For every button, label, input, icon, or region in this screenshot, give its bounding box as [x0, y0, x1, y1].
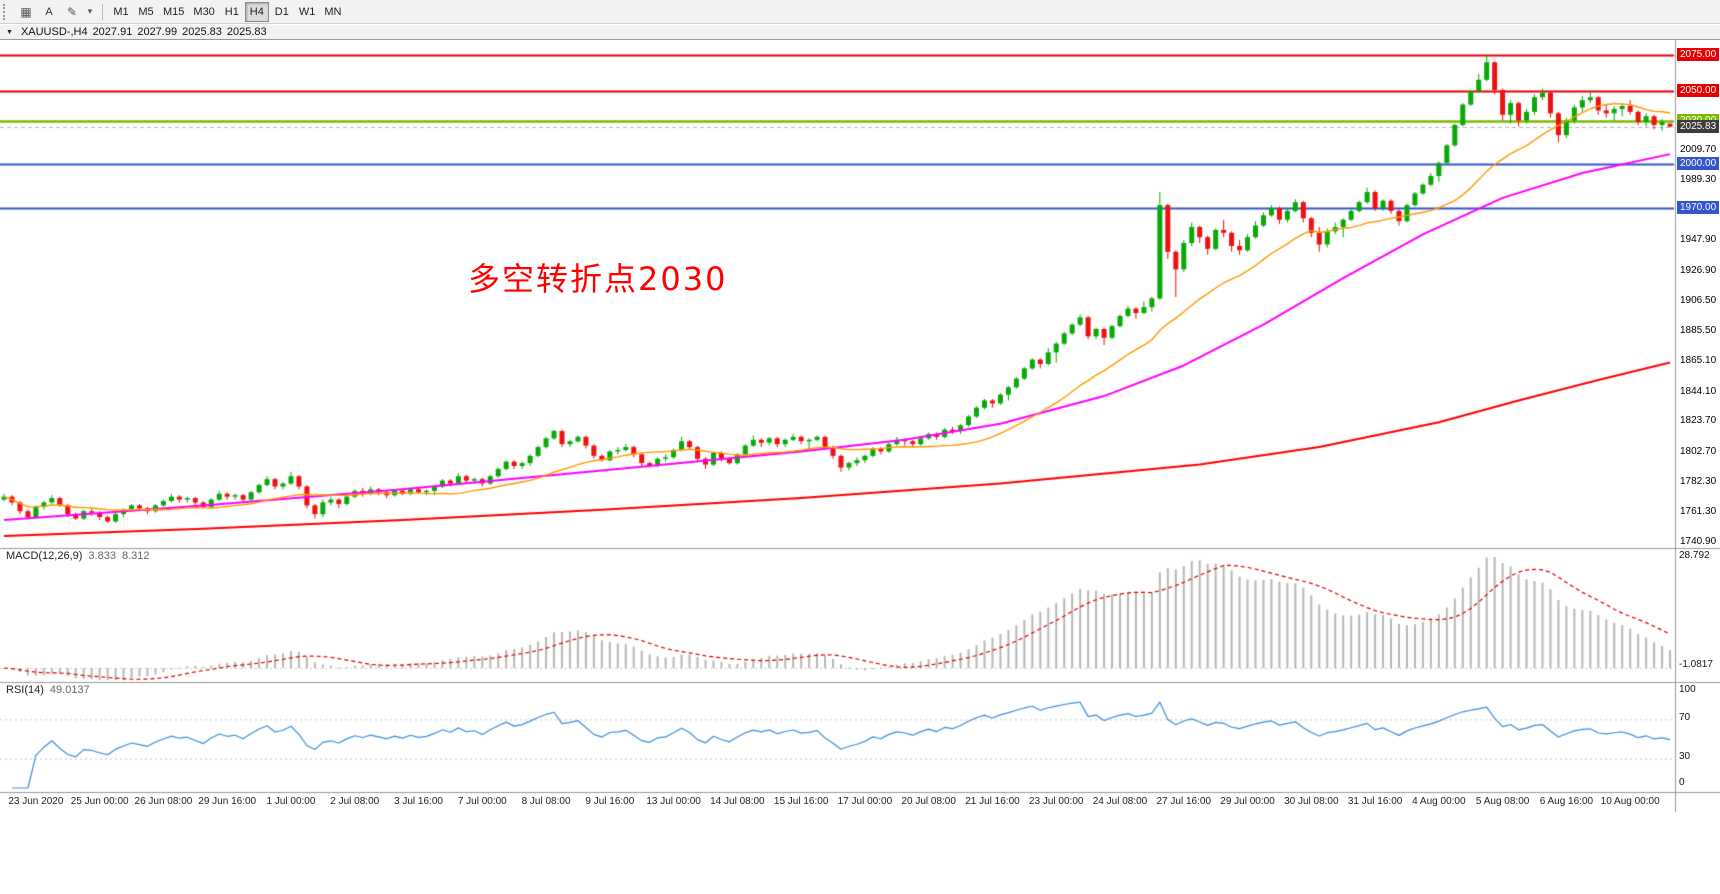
toolbar-grip[interactable] — [3, 3, 10, 20]
timeframe-m15-button[interactable]: M15 — [159, 2, 188, 22]
price-axis-label: 1740.90 — [1680, 535, 1717, 547]
price-axis-label: 1802.70 — [1680, 445, 1717, 457]
timeframe-h4-button[interactable]: H4 — [244, 1, 269, 22]
rsi-level-0: 0 — [1679, 777, 1685, 788]
ohlc-low: 2025.83 — [182, 26, 222, 38]
macd-label: MACD(12,26,9) — [6, 550, 83, 562]
toolbar-separator — [102, 3, 103, 20]
time-axis-label: 30 Jul 08:00 — [1284, 796, 1339, 807]
time-axis-label: 1 Jul 00:00 — [266, 796, 316, 807]
macd-scale-bottom: -1.0817 — [1679, 659, 1713, 670]
macd-value-main: 3.833 — [88, 550, 116, 562]
price-axis-label: 2050.00 — [1677, 84, 1720, 98]
timeframe-h1-button[interactable]: H1 — [220, 2, 244, 22]
ohlc-close: 2025.83 — [226, 26, 267, 38]
time-axis-label: 9 Jul 16:00 — [585, 796, 635, 807]
dropdown-arrow-icon[interactable]: ▾ — [84, 2, 96, 22]
price-axis-label: 2000.00 — [1677, 157, 1720, 171]
time-axis-label: 10 Aug 00:00 — [1600, 796, 1660, 807]
rsi-level-70: 70 — [1679, 712, 1691, 723]
time-axis-label: 20 Jul 08:00 — [901, 796, 956, 807]
draw-tool-button[interactable]: ✎ — [61, 2, 83, 22]
time-axis-label: 7 Jul 00:00 — [457, 796, 507, 807]
time-axis-label: 26 Jun 08:00 — [134, 796, 193, 807]
time-axis-label: 25 Jun 00:00 — [70, 796, 129, 807]
rsi-label: RSI(14) — [6, 684, 44, 696]
time-axis-label: 24 Jul 08:00 — [1092, 796, 1148, 807]
price-axis-label: 1844.10 — [1680, 385, 1717, 397]
ohlc-open: 2027.91 — [92, 26, 133, 38]
price-axis-label: 1885.50 — [1680, 325, 1717, 337]
time-axis-label: 8 Jul 08:00 — [521, 796, 571, 807]
price-axis-label: 1782.30 — [1680, 475, 1717, 487]
price-axis-label: 2075.00 — [1677, 48, 1720, 61]
chart-text-annotation[interactable]: 多空转折点2030 — [468, 260, 728, 298]
time-axis-label: 29 Jun 16:00 — [198, 796, 257, 807]
time-axis-label: 17 Jul 00:00 — [837, 796, 893, 807]
macd-value-signal: 8.312 — [121, 550, 150, 562]
time-axis-label: 14 Jul 08:00 — [710, 796, 765, 807]
price-axis-label: 1865.10 — [1680, 354, 1717, 366]
time-axis-label: 4 Aug 00:00 — [1412, 796, 1466, 807]
timeframe-mn-button[interactable]: MN — [320, 2, 345, 22]
timeframe-m30-button[interactable]: M30 — [189, 2, 218, 22]
time-axis-label: 15 Jul 16:00 — [773, 796, 829, 807]
price-axis-label: 1906.50 — [1680, 294, 1717, 306]
timeframe-w1-button[interactable]: W1 — [295, 2, 320, 22]
timeframe-d1-button[interactable]: D1 — [270, 2, 294, 22]
timeframe-m1-button[interactable]: M1 — [109, 2, 133, 22]
ohlc-high: 2027.99 — [137, 26, 178, 38]
time-axis-label: 5 Aug 08:00 — [1475, 796, 1530, 807]
chart-header-bar: ▼ XAUUSD-,H4 2027.91 2027.99 2025.83 202… — [0, 25, 1720, 40]
price-axis-label: 1926.90 — [1680, 264, 1717, 276]
price-axis-label: 1823.70 — [1680, 415, 1717, 427]
time-axis-label: 13 Jul 00:00 — [646, 796, 701, 807]
macd-scale-top: 28.792 — [1679, 550, 1710, 561]
time-axis-label: 23 Jun 2020 — [8, 796, 64, 807]
price-axis-label: 1989.30 — [1680, 173, 1717, 185]
chart-collapse-icon[interactable]: ▼ — [6, 28, 13, 36]
time-axis-label: 27 Jul 16:00 — [1156, 796, 1212, 807]
rsi-header: RSI(14) 49.0137 — [6, 684, 90, 696]
time-axis-label: 6 Aug 16:00 — [1539, 796, 1594, 807]
rsi-level-100: 100 — [1679, 684, 1696, 695]
timeframe-buttons: M1 M5 M15 M30 H1 H4 D1 W1 MN — [109, 1, 345, 22]
text-tool-button[interactable]: A — [38, 2, 60, 22]
rsi-level-30: 30 — [1679, 751, 1691, 762]
toolbar: ▦ A ✎ ▾ M1 M5 M15 M30 H1 H4 D1 W1 MN — [0, 0, 1720, 24]
rsi-value: 49.0137 — [49, 684, 90, 696]
price-axis-label: 1947.90 — [1680, 234, 1717, 246]
time-axis-label: 21 Jul 16:00 — [965, 796, 1020, 807]
price-axis-label: 1761.30 — [1680, 506, 1717, 518]
charts-window-button[interactable]: ▦ — [15, 2, 37, 22]
time-axis-label: 2 Jul 08:00 — [330, 796, 380, 807]
time-axis-label: 29 Jul 00:00 — [1220, 796, 1275, 807]
price-axis-label: 1970.00 — [1677, 201, 1720, 215]
price-axis-label: 2009.70 — [1680, 144, 1717, 156]
price-axis-label: 2025.83 — [1677, 119, 1720, 133]
chart-symbol-period: XAUUSD-,H4 — [20, 26, 88, 38]
macd-header: MACD(12,26,9) 3.833 8.312 — [6, 550, 149, 562]
time-axis-label: 23 Jul 00:00 — [1028, 796, 1084, 807]
time-axis-label: 31 Jul 16:00 — [1347, 796, 1403, 807]
time-axis-label: 3 Jul 16:00 — [394, 796, 443, 807]
timeframe-m5-button[interactable]: M5 — [134, 2, 158, 22]
